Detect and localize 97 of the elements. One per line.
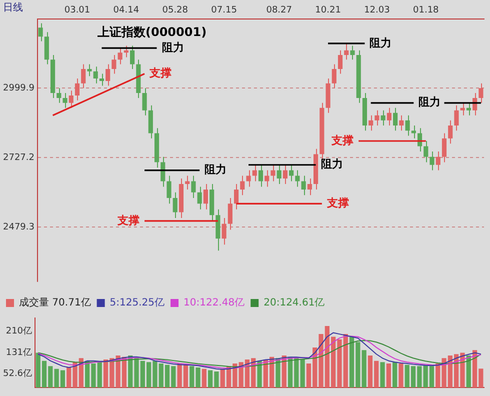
candlestick <box>44 32 49 65</box>
series-label: 阻力 <box>370 36 392 50</box>
text: 日线 <box>3 2 23 14</box>
candlestick <box>228 197 232 230</box>
legend-label: 成交量 70.71亿 <box>19 296 91 309</box>
candlestick <box>338 50 343 74</box>
candlestick <box>234 184 239 210</box>
candlestick <box>118 48 122 65</box>
text: 上证指数(000001) <box>96 24 207 39</box>
candlestick <box>460 102 465 116</box>
candlestick <box>380 110 386 126</box>
candlestick <box>466 102 472 116</box>
x-tick-label: 05.28 <box>162 6 188 16</box>
candlestick <box>454 104 459 132</box>
candlestick <box>166 175 172 204</box>
bar <box>300 359 305 388</box>
candlestick <box>430 151 434 171</box>
candlestick <box>332 64 336 89</box>
series-label: 阻力 <box>320 158 343 171</box>
x-tick-label: 08.27 <box>266 6 292 16</box>
candlestick <box>405 114 410 136</box>
candlestick <box>68 90 74 108</box>
candlestick <box>350 45 355 60</box>
legend-label: 10:122.48亿 <box>184 298 245 309</box>
candlestick <box>282 164 288 184</box>
candlestick <box>436 151 440 171</box>
x-tick-label: 03.01 <box>64 6 90 16</box>
bar <box>362 350 366 388</box>
candlestick <box>130 45 135 70</box>
y-tick-label: 210亿 <box>6 326 32 337</box>
y-tick-label: 2999.9 <box>2 84 35 94</box>
candlestick <box>93 66 98 84</box>
candlestick <box>172 192 178 218</box>
y-tick-label: 2479.3 <box>2 222 34 232</box>
candlestick <box>344 42 349 60</box>
candlestick <box>307 178 312 196</box>
candlestick <box>38 22 43 42</box>
candlestick <box>276 164 282 184</box>
x-tick-label: 01.18 <box>413 6 440 16</box>
candlestick <box>478 82 484 104</box>
candlestick <box>386 107 392 126</box>
x-tick-label: 12.03 <box>364 6 390 16</box>
bar <box>466 355 471 388</box>
series-label: 支撑 <box>148 66 172 80</box>
candlestick <box>399 114 404 132</box>
series-label: 支撑 <box>330 134 354 147</box>
candlestick <box>252 164 257 182</box>
bar <box>398 364 404 388</box>
candlestick <box>442 132 447 163</box>
candlestick <box>368 114 374 132</box>
candlestick <box>81 64 86 89</box>
candlestick <box>56 88 62 104</box>
candlestick <box>393 107 398 132</box>
candlestick <box>411 125 416 139</box>
series-label: 阻力 <box>204 163 227 176</box>
candlestick <box>148 104 153 139</box>
series-label: 阻力 <box>162 40 184 54</box>
y-tick-label: 2727.2 <box>2 152 34 163</box>
bar <box>380 362 385 388</box>
candlestick <box>424 140 428 163</box>
x-tick-label: 07.15 <box>211 6 237 16</box>
legend-label: 5:125.25亿 <box>110 298 165 309</box>
candlestick <box>106 64 110 86</box>
candlestick <box>191 175 196 198</box>
candlestick <box>264 170 270 188</box>
candlestick <box>240 175 245 196</box>
candlestick <box>87 64 92 77</box>
legend-label: 20:124.61亿 <box>264 298 325 309</box>
candlestick <box>203 184 208 210</box>
candlestick <box>99 73 104 86</box>
candlestick <box>301 175 306 196</box>
candlestick <box>185 175 190 190</box>
bar <box>392 362 398 388</box>
x-tick-label: 10.21 <box>315 6 341 16</box>
series-label: 阻力 <box>418 96 441 109</box>
candlestick <box>295 170 300 188</box>
candlestick <box>74 78 80 101</box>
y-tick-label: 52.6亿 <box>2 368 32 379</box>
x-tick-label: 04.14 <box>113 6 140 16</box>
candlestick <box>270 164 276 182</box>
candlestick <box>197 186 202 210</box>
series-label: 支撑 <box>326 196 349 210</box>
candlestick <box>62 92 68 108</box>
bar <box>202 368 206 388</box>
candlestick <box>246 170 251 188</box>
candlestick <box>222 217 226 246</box>
candlestick <box>112 54 116 74</box>
candlestick <box>216 208 220 252</box>
candlestick <box>160 156 166 188</box>
bar <box>386 364 391 388</box>
candlestick <box>374 110 380 126</box>
candlestick <box>448 120 453 144</box>
candlestick <box>142 88 147 116</box>
y-tick-label: 131亿 <box>6 346 32 358</box>
candlestick <box>258 164 264 188</box>
candlestick <box>289 164 294 182</box>
series-label: 支撑 <box>116 214 140 227</box>
